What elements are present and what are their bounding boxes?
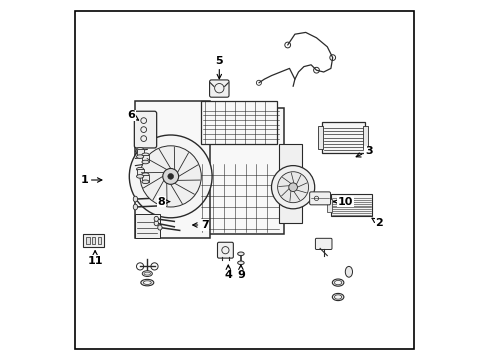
Bar — [142, 155, 149, 162]
Circle shape — [129, 135, 212, 218]
Text: 7: 7 — [192, 220, 208, 230]
Bar — [134, 101, 210, 238]
Ellipse shape — [136, 155, 143, 158]
Ellipse shape — [237, 261, 244, 265]
Circle shape — [271, 166, 314, 209]
Ellipse shape — [142, 271, 152, 276]
Bar — [326, 199, 331, 212]
Circle shape — [288, 183, 297, 192]
Circle shape — [277, 172, 308, 203]
Bar — [136, 169, 143, 176]
Circle shape — [140, 146, 201, 207]
Bar — [363, 126, 367, 149]
Ellipse shape — [345, 266, 352, 277]
Bar — [82, 234, 104, 247]
Ellipse shape — [136, 167, 143, 171]
FancyBboxPatch shape — [134, 111, 156, 148]
Bar — [321, 122, 365, 153]
Bar — [318, 126, 323, 149]
FancyBboxPatch shape — [209, 80, 228, 97]
Ellipse shape — [237, 252, 244, 256]
Bar — [134, 214, 160, 238]
Text: 9: 9 — [237, 265, 244, 280]
Ellipse shape — [136, 175, 143, 178]
Text: 8: 8 — [158, 197, 169, 207]
Circle shape — [163, 168, 178, 184]
Ellipse shape — [142, 180, 149, 184]
FancyBboxPatch shape — [309, 192, 330, 205]
Ellipse shape — [154, 216, 158, 221]
Text: 11: 11 — [87, 251, 102, 266]
Text: 3: 3 — [355, 146, 372, 157]
Bar — [330, 194, 371, 216]
Ellipse shape — [141, 279, 153, 286]
Ellipse shape — [334, 295, 341, 299]
Text: 4: 4 — [224, 265, 232, 280]
Ellipse shape — [142, 153, 149, 157]
Bar — [92, 237, 95, 244]
Text: 6: 6 — [127, 110, 138, 120]
Text: 10: 10 — [333, 197, 352, 207]
Bar — [201, 101, 276, 144]
Ellipse shape — [332, 279, 343, 286]
FancyBboxPatch shape — [315, 238, 331, 249]
Ellipse shape — [133, 204, 137, 210]
Ellipse shape — [133, 196, 137, 202]
Bar — [278, 144, 302, 223]
Ellipse shape — [154, 221, 158, 226]
Ellipse shape — [143, 281, 151, 284]
Circle shape — [167, 174, 173, 179]
Ellipse shape — [158, 225, 162, 230]
Text: 2: 2 — [371, 218, 383, 228]
Ellipse shape — [142, 173, 149, 176]
Bar — [142, 175, 149, 182]
Ellipse shape — [334, 280, 341, 285]
Ellipse shape — [142, 160, 149, 164]
Bar — [86, 237, 89, 244]
FancyBboxPatch shape — [197, 108, 284, 234]
FancyBboxPatch shape — [217, 242, 233, 258]
Bar — [98, 237, 101, 244]
Bar — [136, 149, 143, 157]
Ellipse shape — [332, 293, 343, 301]
Text: 1: 1 — [80, 175, 102, 185]
Ellipse shape — [136, 148, 143, 151]
Text: 5: 5 — [215, 56, 223, 79]
